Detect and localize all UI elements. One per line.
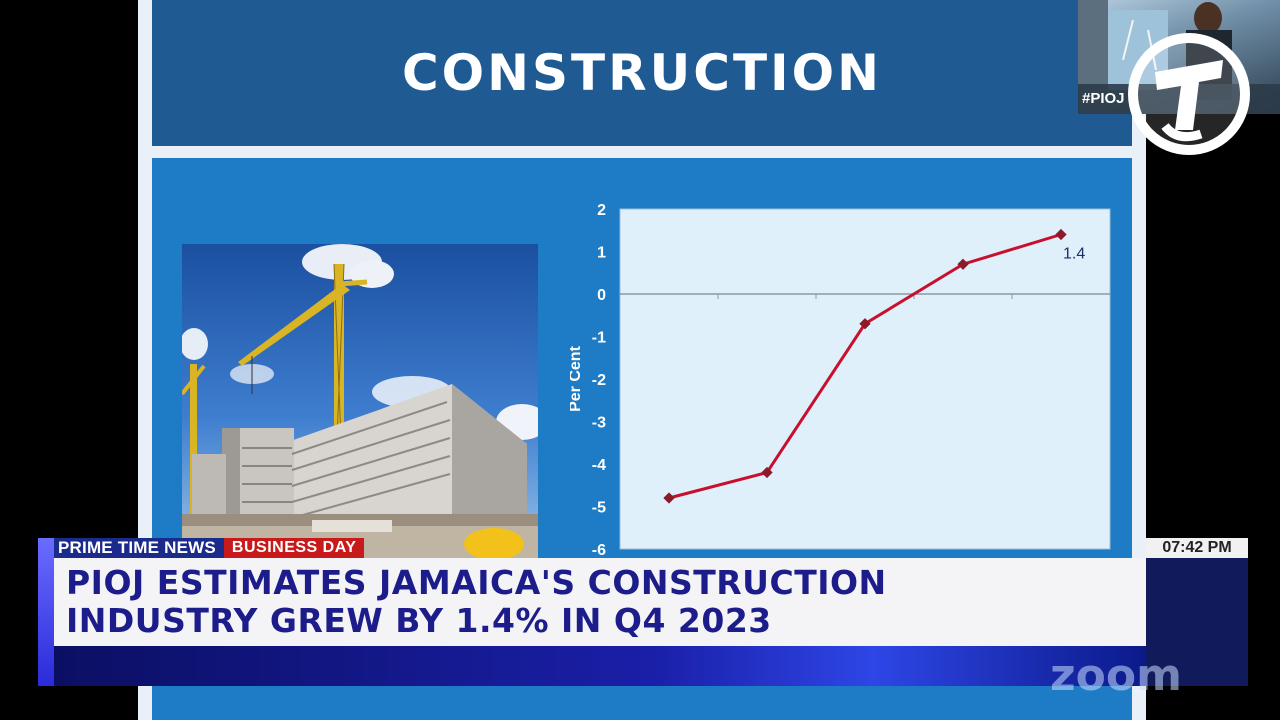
data-point: [1055, 228, 1067, 241]
y-tick-label: -4: [592, 457, 606, 474]
headline-line-1: PIOJ ESTIMATES JAMAICA'S CONSTRUCTION: [66, 563, 887, 602]
headline-line-2: INDUSTRY GREW BY 1.4% IN Q4 2023: [66, 601, 772, 640]
construction-photo: [182, 244, 538, 560]
y-tick-label: 2: [597, 202, 606, 219]
line-chart-svg: 2 1 0 -1 -2 -3 -4 -5 -6 Per Cent 1.4: [567, 202, 1111, 559]
plot-area: [619, 208, 1111, 550]
y-tick-label: 1: [597, 245, 606, 262]
y-axis-label: Per Cent: [570, 345, 584, 411]
lower-third-tags: PRIME TIME NEWS BUSINESS DAY: [54, 538, 365, 558]
hashtag-text: #PIOJ: [1082, 90, 1125, 107]
zoom-watermark: zoom: [1050, 650, 1182, 701]
lower-third-bottom-bar: [54, 646, 1146, 686]
broadcast-time: 07:42 PM: [1146, 538, 1248, 558]
y-tick-label: -5: [592, 500, 606, 517]
lower-third-side-block: [1146, 558, 1248, 686]
program-tag: PRIME TIME NEWS: [54, 538, 224, 558]
line-chart: 2 1 0 -1 -2 -3 -4 -5 -6 Per Cent 1.4: [567, 194, 1130, 564]
y-tick-label: -3: [592, 415, 606, 432]
segment-tag: BUSINESS DAY: [223, 538, 365, 558]
lower-third-accent: [38, 538, 54, 686]
slide-title: CONSTRUCTION: [401, 44, 883, 102]
y-tick-label: -1: [592, 330, 606, 347]
y-tick-label: -6: [592, 542, 606, 559]
tvj-logo-icon: [1125, 30, 1253, 158]
data-point: [761, 466, 773, 479]
data-label-last: 1.4: [1063, 246, 1085, 263]
construction-photo-illustration: [182, 244, 538, 560]
headline-box: PIOJ ESTIMATES JAMAICA'S CONSTRUCTION IN…: [54, 558, 1146, 646]
y-tick-label: 0: [597, 287, 606, 304]
y-tick-label: -2: [592, 372, 606, 389]
slide-title-bar: CONSTRUCTION: [152, 0, 1132, 146]
